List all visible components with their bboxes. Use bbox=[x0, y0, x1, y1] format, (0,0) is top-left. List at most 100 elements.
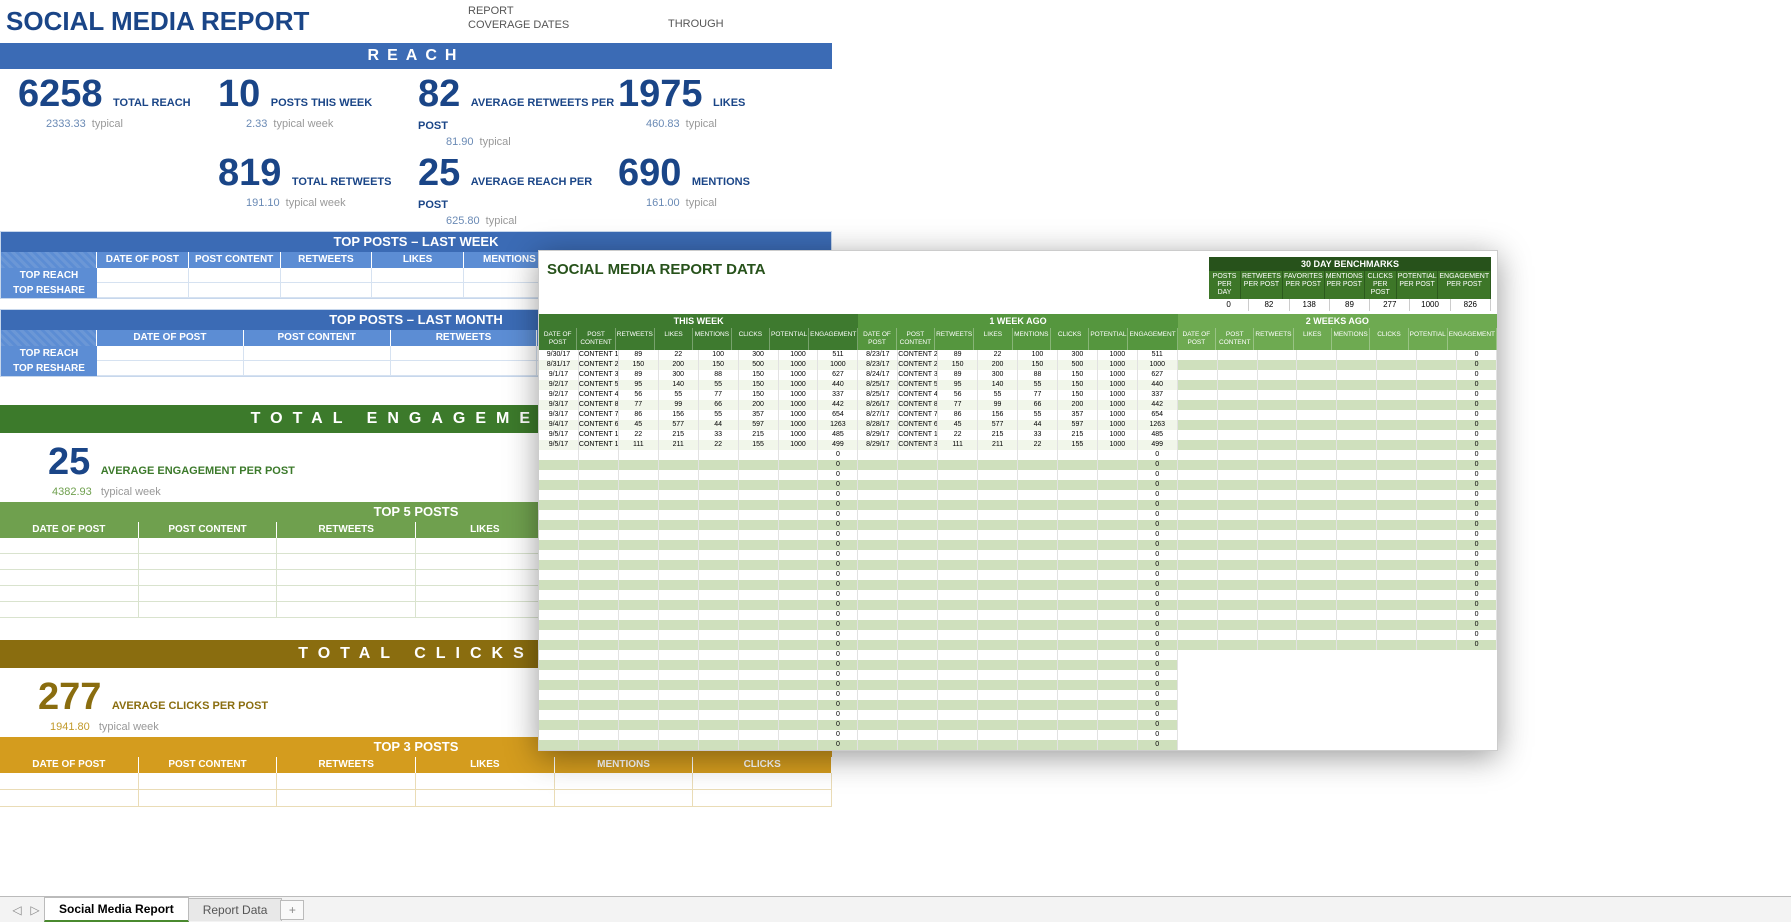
table-cell[interactable] bbox=[1377, 420, 1417, 430]
table-cell[interactable]: 0 bbox=[1138, 640, 1178, 650]
table-cell[interactable]: 440 bbox=[1138, 380, 1178, 390]
table-cell[interactable] bbox=[1337, 470, 1377, 480]
table-cell[interactable] bbox=[1058, 450, 1098, 460]
table-cell[interactable] bbox=[1018, 490, 1058, 500]
table-cell[interactable]: 0 bbox=[818, 670, 858, 680]
table-cell[interactable] bbox=[1098, 710, 1138, 720]
table-cell[interactable] bbox=[1218, 390, 1258, 400]
table-cell[interactable] bbox=[1058, 630, 1098, 640]
table-cell[interactable]: 1000 bbox=[1098, 380, 1138, 390]
table-cell[interactable]: 0 bbox=[818, 520, 858, 530]
table-cell[interactable] bbox=[1178, 580, 1218, 590]
table-cell[interactable] bbox=[779, 480, 819, 490]
table-cell[interactable] bbox=[1018, 610, 1058, 620]
table-cell[interactable]: 0 bbox=[1457, 570, 1497, 580]
table-cell[interactable] bbox=[699, 470, 739, 480]
table-cell[interactable] bbox=[0, 570, 139, 586]
table-cell[interactable]: 150 bbox=[1058, 390, 1098, 400]
table-cell[interactable]: 156 bbox=[659, 410, 699, 420]
table-cell[interactable] bbox=[699, 690, 739, 700]
table-cell[interactable] bbox=[978, 610, 1018, 620]
table-cell[interactable] bbox=[1218, 470, 1258, 480]
table-cell[interactable] bbox=[1417, 590, 1457, 600]
table-cell[interactable] bbox=[539, 490, 579, 500]
table-cell[interactable]: 1000 bbox=[818, 360, 858, 370]
table-cell[interactable] bbox=[739, 520, 779, 530]
table-cell[interactable]: 0 bbox=[1457, 600, 1497, 610]
table-cell[interactable] bbox=[659, 660, 699, 670]
table-cell[interactable] bbox=[539, 460, 579, 470]
table-cell[interactable] bbox=[938, 690, 978, 700]
table-cell[interactable] bbox=[539, 480, 579, 490]
table-cell[interactable] bbox=[619, 730, 659, 740]
table-cell[interactable] bbox=[1058, 710, 1098, 720]
table-cell[interactable] bbox=[1018, 620, 1058, 630]
table-cell[interactable]: 44 bbox=[699, 420, 739, 430]
table-cell[interactable] bbox=[898, 460, 938, 470]
table-cell[interactable] bbox=[1297, 560, 1337, 570]
table-cell[interactable] bbox=[1258, 580, 1298, 590]
table-cell[interactable] bbox=[1058, 590, 1098, 600]
table-cell[interactable]: 22 bbox=[699, 440, 739, 450]
table-cell[interactable] bbox=[579, 640, 619, 650]
table-cell[interactable] bbox=[619, 700, 659, 710]
table-cell[interactable] bbox=[1337, 560, 1377, 570]
table-cell[interactable] bbox=[539, 520, 579, 530]
table-cell[interactable]: 150 bbox=[1058, 370, 1098, 380]
table-cell[interactable] bbox=[858, 650, 898, 660]
table-cell[interactable] bbox=[416, 554, 555, 570]
table-cell[interactable]: 499 bbox=[1138, 440, 1178, 450]
table-cell[interactable] bbox=[739, 680, 779, 690]
table-cell[interactable] bbox=[699, 650, 739, 660]
table-cell[interactable] bbox=[281, 268, 373, 283]
table-cell[interactable]: 55 bbox=[699, 410, 739, 420]
table-cell[interactable] bbox=[1018, 600, 1058, 610]
table-cell[interactable] bbox=[579, 580, 619, 590]
table-cell[interactable] bbox=[539, 670, 579, 680]
table-cell[interactable]: 1000 bbox=[1098, 360, 1138, 370]
table-cell[interactable]: 1000 bbox=[779, 420, 819, 430]
table-cell[interactable] bbox=[1297, 520, 1337, 530]
table-cell[interactable] bbox=[898, 500, 938, 510]
table-cell[interactable] bbox=[779, 540, 819, 550]
table-cell[interactable] bbox=[1337, 620, 1377, 630]
table-cell[interactable] bbox=[1098, 610, 1138, 620]
table-cell[interactable]: 0 bbox=[1457, 530, 1497, 540]
table-cell[interactable]: 155 bbox=[739, 440, 779, 450]
table-cell[interactable] bbox=[699, 660, 739, 670]
table-cell[interactable]: CONTENT 83 bbox=[898, 400, 938, 410]
table-cell[interactable] bbox=[779, 450, 819, 460]
table-cell[interactable] bbox=[1018, 450, 1058, 460]
table-cell[interactable] bbox=[1258, 480, 1298, 490]
table-cell[interactable] bbox=[539, 500, 579, 510]
table-cell[interactable]: 0 bbox=[818, 690, 858, 700]
table-cell[interactable] bbox=[978, 590, 1018, 600]
table-cell[interactable] bbox=[898, 560, 938, 570]
table-cell[interactable]: 150 bbox=[1058, 380, 1098, 390]
table-cell[interactable] bbox=[938, 700, 978, 710]
table-cell[interactable] bbox=[539, 580, 579, 590]
table-cell[interactable]: CONTENT 5 bbox=[579, 380, 619, 390]
table-cell[interactable] bbox=[659, 620, 699, 630]
table-cell[interactable] bbox=[1258, 430, 1298, 440]
table-cell[interactable] bbox=[0, 602, 139, 618]
table-cell[interactable] bbox=[539, 530, 579, 540]
table-cell[interactable]: 0 bbox=[818, 530, 858, 540]
table-cell[interactable]: 0 bbox=[818, 700, 858, 710]
table-cell[interactable]: 357 bbox=[1058, 410, 1098, 420]
table-cell[interactable] bbox=[1377, 400, 1417, 410]
table-cell[interactable] bbox=[659, 610, 699, 620]
table-cell[interactable] bbox=[1098, 740, 1138, 750]
table-cell[interactable]: 215 bbox=[1058, 430, 1098, 440]
table-cell[interactable]: CONTENT 22 bbox=[898, 350, 938, 360]
table-cell[interactable] bbox=[938, 680, 978, 690]
table-cell[interactable]: 99 bbox=[978, 400, 1018, 410]
table-cell[interactable]: 627 bbox=[1138, 370, 1178, 380]
table-cell[interactable] bbox=[978, 550, 1018, 560]
table-cell[interactable] bbox=[739, 700, 779, 710]
table-cell[interactable]: 8/29/17 bbox=[858, 440, 898, 450]
table-cell[interactable] bbox=[898, 550, 938, 560]
table-cell[interactable]: 511 bbox=[818, 350, 858, 360]
table-cell[interactable] bbox=[1218, 610, 1258, 620]
table-cell[interactable] bbox=[858, 540, 898, 550]
